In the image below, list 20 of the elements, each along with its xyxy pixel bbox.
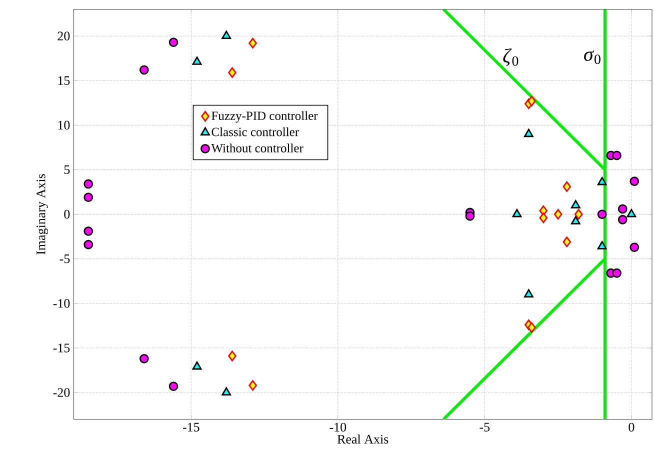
- ref-line-label: σ$_{0}$: [584, 50, 600, 64]
- y-tick-label: -15: [53, 344, 70, 352]
- annotation: ζ$_{0}$: [503, 48, 518, 66]
- x-tick-label: -15: [182, 422, 200, 432]
- legend-label: Fuzzy-PID controller: [212, 111, 318, 123]
- y-tick-label: 20: [58, 32, 70, 40]
- y-axis-title: Imaginary Axis: [36, 174, 48, 254]
- x-tick-label: 0: [628, 422, 634, 432]
- y-tick-label: 5: [64, 165, 70, 174]
- y-tick-label: 15: [58, 76, 70, 85]
- x-axis-title: Real Axis: [337, 434, 388, 444]
- y-tick-label: -10: [53, 299, 70, 308]
- legend-label: Classic controller: [212, 127, 299, 136]
- y-tick-label: -5: [60, 254, 70, 264]
- y-tick-label: 10: [58, 120, 70, 130]
- x-tick-label: -10: [330, 422, 346, 432]
- y-tick-label: -20: [53, 388, 70, 397]
- x-tick-label: -5: [480, 422, 490, 432]
- legend-label: Without controller: [211, 144, 304, 152]
- y-tick-label: 0: [64, 210, 70, 219]
